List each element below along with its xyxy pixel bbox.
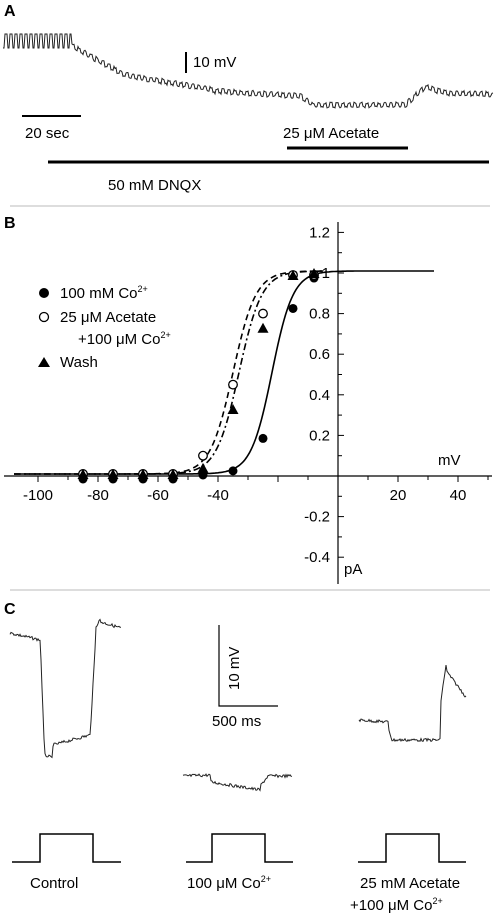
panel-a-dnqx-label: 50 mM DNQX [108, 177, 201, 194]
caption-acetate-2: +100 μM Co2+ [350, 896, 443, 914]
panel-a-voltage-scale-label: 10 mV [193, 54, 236, 71]
data-point-co [258, 433, 268, 443]
data-point-wash [77, 468, 89, 479]
iv-chart-points [77, 268, 320, 484]
x-tick-label: -100 [23, 487, 53, 504]
data-point-wash [107, 468, 119, 479]
data-point-wash [308, 268, 320, 278]
x-tick-label: -60 [147, 487, 169, 504]
cobalt-trace [182, 773, 293, 792]
y-tick-label: 0.6 [309, 346, 330, 363]
y-tick-label: -0.4 [304, 549, 330, 566]
data-point-acetate [258, 308, 268, 319]
caption-acetate-1: 25 mM Acetate [360, 875, 460, 892]
y-tick-label: 0.4 [309, 387, 330, 404]
y-tick-label: 0.2 [309, 427, 330, 444]
panel-c-label: C [4, 601, 16, 618]
y-tick-label: 0.8 [309, 306, 330, 323]
x-tick-label: 20 [390, 487, 407, 504]
legend-marker-wash [38, 357, 50, 367]
control-stimulus-step [12, 833, 121, 863]
caption-cobalt: 100 μM Co2+ [187, 874, 271, 892]
cobalt-stimulus-step [186, 833, 293, 863]
acetate-stimulus-step [358, 833, 466, 863]
legend-co-label: 100 mM Co2+ [60, 284, 148, 302]
x-tick-label: 40 [450, 487, 467, 504]
iv-chart-axes [4, 222, 492, 584]
panel-c-scale-bar [218, 625, 278, 707]
panel-a-label: A [4, 3, 16, 20]
iv-chart-ticks: -100 -80 -60 -40 20 40 1.2 1 0.8 0.6 0.4 0.2 -0.2 -0.… [23, 224, 489, 566]
panel-c-time-scale-label: 500 ms [212, 713, 261, 730]
y-tick-label: 1.2 [309, 224, 330, 241]
panel-a-time-scale-label: 20 sec [25, 125, 70, 142]
panel-b-label: B [4, 215, 16, 232]
iv-chart: -100 -80 -60 -40 20 40 1.2 1 0.8 0.6 0.4 0.2 -0.2 -0.… [4, 222, 492, 584]
data-point-wash [137, 468, 149, 479]
x-tick-label: -80 [87, 487, 109, 504]
legend-acetate-label-1: 25 μM Acetate [60, 309, 156, 326]
x-tick-label: -40 [207, 487, 229, 504]
panel-c-voltage-scale-label: 10 mV [226, 647, 243, 690]
y-axis-unit: pA [344, 561, 362, 578]
caption-control: Control [30, 875, 78, 892]
acetate-cobalt-trace [358, 665, 467, 743]
panel-a-acetate-label: 25 μM Acetate [283, 125, 379, 142]
y-tick-label: -0.2 [304, 509, 330, 526]
panel-a-voltage-trace [3, 33, 494, 109]
legend-wash-label: Wash [60, 354, 98, 371]
legend-marker-acetate [38, 311, 50, 323]
data-point-wash [227, 404, 239, 415]
data-point-acetate [228, 379, 238, 390]
data-point-acetate [198, 450, 208, 461]
y-tick-label: 1 [322, 265, 330, 282]
legend-acetate-label-2: +100 μM Co2+ [78, 330, 171, 348]
data-point-wash [287, 270, 299, 281]
data-point-wash [167, 468, 179, 479]
legend-marker-co [39, 288, 49, 298]
legend: 100 mM Co2+ 25 μM Acetate +100 μM Co2+ W… [38, 284, 171, 371]
data-point-wash [197, 462, 209, 473]
data-point-wash [257, 322, 269, 333]
data-point-co [228, 466, 238, 476]
control-trace [9, 618, 121, 759]
x-axis-unit: mV [438, 452, 461, 469]
data-point-co [288, 303, 298, 313]
